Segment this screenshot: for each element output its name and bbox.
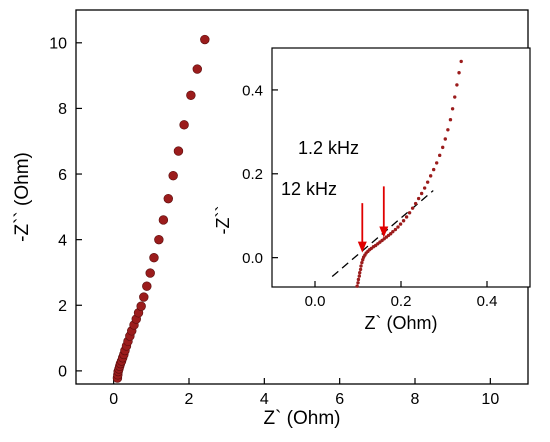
main-x-axis-label: Z` (Ohm) bbox=[263, 408, 340, 429]
inset-data-point bbox=[398, 222, 403, 226]
main-y-tick-label: 0 bbox=[58, 364, 67, 381]
inset-plot: 0.0 0.2 0.4 0.0 0.2 0.4 1.2 kHz 12 kHz Z` (Oh… bbox=[213, 47, 531, 333]
inset-data-series bbox=[355, 59, 463, 288]
main-y-tick-label: 2 bbox=[58, 298, 67, 315]
main-data-point bbox=[192, 64, 202, 74]
inset-data-point bbox=[393, 227, 398, 232]
main-data-point bbox=[139, 292, 149, 302]
inset-x-tick-label: 0.2 bbox=[391, 293, 412, 310]
main-x-tick-label: 6 bbox=[335, 391, 344, 408]
inset-data-point bbox=[410, 206, 415, 210]
main-x-tick-label: 4 bbox=[260, 391, 269, 408]
inset-data-point bbox=[457, 71, 461, 75]
inset-data-point bbox=[438, 153, 442, 158]
inset-data-point bbox=[422, 186, 427, 190]
annotation-arrowhead-1-2khz bbox=[379, 226, 389, 238]
annotation-label-12khz: 12 kHz bbox=[281, 179, 337, 199]
inset-axis-ticks: 0.0 0.2 0.4 0.0 0.2 0.4 bbox=[242, 82, 497, 310]
inset-data-point bbox=[434, 161, 439, 165]
inset-data-point bbox=[453, 95, 457, 99]
inset-y-tick-label: 0.2 bbox=[242, 166, 263, 183]
main-axis-ticks: 0 2 4 6 8 10 0 2 4 6 8 10 bbox=[49, 36, 499, 408]
main-x-tick-label: 0 bbox=[109, 391, 118, 408]
inset-data-point bbox=[356, 281, 360, 285]
inset-data-point bbox=[425, 180, 430, 184]
inset-y-tick-label: 0.0 bbox=[242, 250, 263, 267]
inset-annotations: 1.2 kHz 12 kHz bbox=[281, 138, 389, 253]
inset-data-point bbox=[401, 219, 406, 223]
main-data-point bbox=[173, 146, 184, 156]
main-data-point bbox=[136, 301, 146, 311]
inset-x-axis-label: Z` (Ohm) bbox=[365, 313, 438, 333]
inset-data-point bbox=[446, 128, 450, 132]
inset-data-point bbox=[357, 274, 361, 278]
inset-data-point bbox=[388, 232, 393, 236]
annotation-label-1-2khz: 1.2 kHz bbox=[298, 138, 359, 158]
inset-x-tick-label: 0.0 bbox=[305, 293, 326, 310]
inset-data-point bbox=[358, 267, 363, 272]
main-y-tick-label: 8 bbox=[58, 101, 67, 118]
main-x-tick-label: 2 bbox=[185, 391, 194, 408]
inset-data-point bbox=[455, 83, 459, 87]
main-data-point bbox=[154, 234, 164, 245]
main-data-point bbox=[163, 193, 173, 204]
inset-data-point bbox=[419, 191, 424, 196]
main-data-point bbox=[149, 252, 159, 263]
inset-data-point bbox=[416, 196, 421, 201]
main-data-series bbox=[112, 34, 210, 383]
inset-data-point bbox=[443, 137, 447, 141]
main-y-axis-label: -Z`` (Ohm) bbox=[12, 152, 33, 242]
main-y-tick-label: 10 bbox=[49, 36, 67, 53]
main-y-tick-label: 6 bbox=[58, 167, 67, 184]
inset-data-point bbox=[356, 277, 361, 282]
main-data-point bbox=[145, 268, 155, 278]
annotation-arrowhead-12khz bbox=[357, 241, 367, 253]
main-plot: 0 2 4 6 8 10 0 2 4 6 8 10 Z` (Ohm) -Z`` (Ohm) bbox=[12, 9, 529, 429]
main-x-tick-label: 10 bbox=[481, 391, 499, 408]
main-data-point bbox=[200, 34, 210, 45]
inset-data-point bbox=[360, 260, 364, 265]
inset-data-point bbox=[404, 215, 409, 219]
inset-x-tick-label: 0.4 bbox=[477, 293, 498, 310]
main-data-point bbox=[142, 281, 152, 291]
inset-y-tick-label: 0.4 bbox=[242, 82, 263, 99]
inset-data-point bbox=[396, 225, 400, 229]
main-data-point bbox=[179, 120, 189, 130]
inset-data-point bbox=[428, 174, 433, 178]
main-data-point bbox=[168, 170, 178, 181]
main-data-point bbox=[186, 90, 196, 100]
inset-data-point bbox=[407, 211, 412, 215]
inset-data-point bbox=[448, 118, 453, 122]
inset-data-point bbox=[359, 264, 363, 268]
main-x-tick-label: 8 bbox=[411, 391, 420, 408]
inset-plot-frame bbox=[271, 47, 531, 288]
inset-data-point bbox=[358, 271, 362, 275]
inset-data-point bbox=[441, 145, 445, 150]
inset-y-axis-label: -Z`` bbox=[213, 206, 233, 235]
inset-data-point bbox=[391, 229, 395, 234]
inset-data-point bbox=[413, 201, 418, 206]
inset-data-point bbox=[431, 167, 436, 172]
main-data-point bbox=[158, 215, 169, 225]
inset-data-point bbox=[355, 284, 359, 288]
main-y-tick-label: 4 bbox=[58, 232, 67, 249]
inset-data-point bbox=[450, 107, 455, 111]
inset-data-point bbox=[459, 59, 463, 64]
